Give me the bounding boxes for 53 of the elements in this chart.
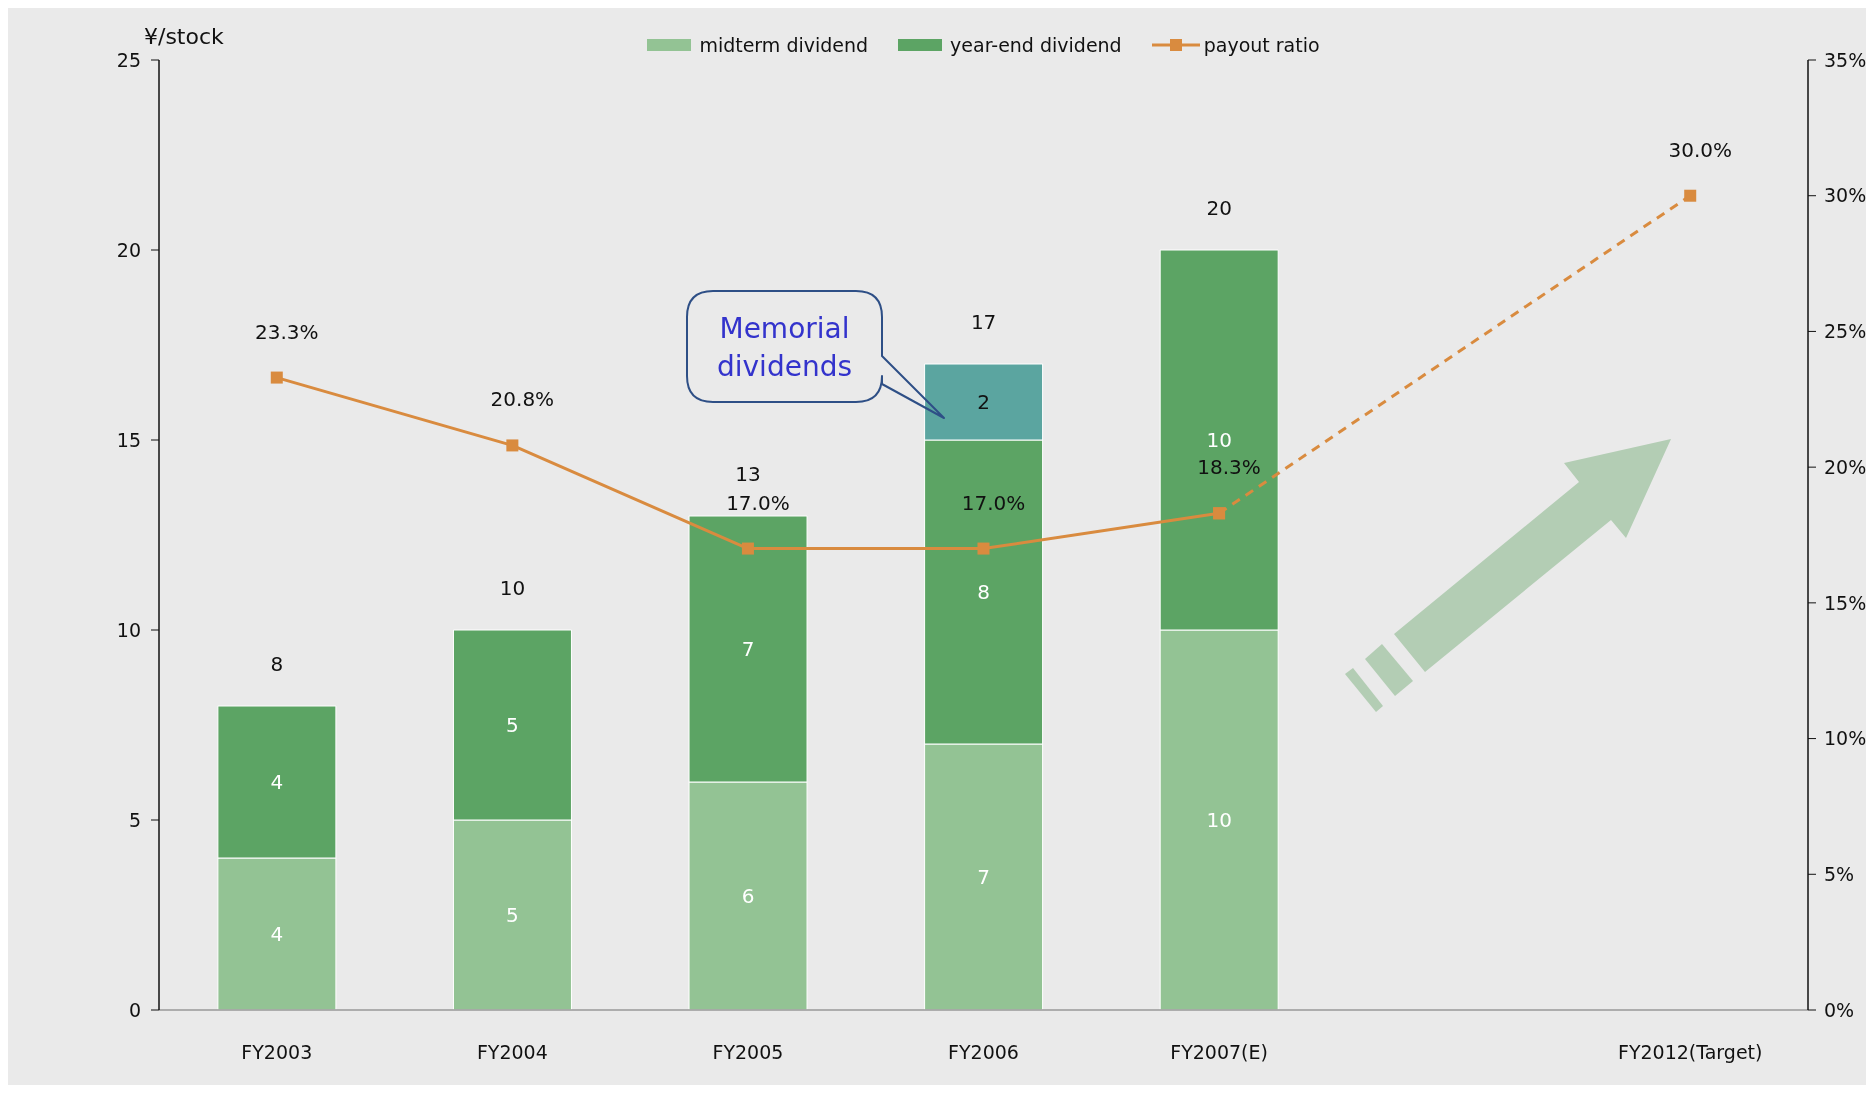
total-label: 17 <box>970 310 997 334</box>
point <box>506 439 519 452</box>
point <box>1684 189 1697 202</box>
y-tick-label: 15 <box>116 428 141 451</box>
data-label: 2 <box>977 390 990 414</box>
y2-tick-label: 5% <box>1824 863 1855 886</box>
total-label: 13 <box>735 462 761 486</box>
total-label: 10 <box>499 576 526 600</box>
x-tick-label: FY2004 <box>476 1041 548 1064</box>
data-label: 5 <box>506 903 519 927</box>
data-label: 30.0% <box>1668 137 1732 162</box>
legend-label: year-end dividend <box>950 34 1122 56</box>
legend-label: midterm dividend <box>699 34 869 56</box>
data-label: 18.3% <box>1197 455 1261 480</box>
data-label: 17.0% <box>961 490 1026 515</box>
y-tick-label: 5 <box>128 808 141 831</box>
data-label: 7 <box>977 865 990 889</box>
y-axis-title: ¥/stock <box>144 24 224 49</box>
point <box>1213 507 1226 520</box>
x-tick-label: FY2012(Target) <box>1617 1041 1763 1064</box>
data-label: 17.0% <box>726 490 790 515</box>
y2-tick-label: 20% <box>1824 455 1867 478</box>
y2-tick-label: 35% <box>1824 48 1867 71</box>
point <box>270 371 283 384</box>
y2-tick-label: 15% <box>1824 591 1867 614</box>
legend-label: payout ratio <box>1203 34 1320 56</box>
data-label: 4 <box>270 922 284 946</box>
y2-tick-label: 30% <box>1824 184 1867 207</box>
data-label: 6 <box>741 884 755 908</box>
y2-tick-label: 25% <box>1824 320 1867 343</box>
point <box>741 542 754 555</box>
x-tick-label: FY2005 <box>712 1041 784 1064</box>
y-tick-label: 20 <box>116 238 141 261</box>
y2-tick-label: 0% <box>1824 998 1855 1021</box>
x-tick-label: FY2003 <box>241 1041 313 1064</box>
data-label: 20.8% <box>490 387 555 412</box>
x-tick-label: FY2007(E) <box>1170 1041 1268 1064</box>
total-label: 20 <box>1206 196 1232 220</box>
y2-tick-label: 10% <box>1824 727 1867 750</box>
data-label: 7 <box>741 637 755 661</box>
data-label: 4 <box>270 770 284 794</box>
x-tick-label: FY2006 <box>948 1041 1019 1064</box>
data-label: 8 <box>977 580 990 604</box>
annotation: Memorial dividends <box>716 311 853 383</box>
data-label: 5 <box>506 713 519 737</box>
data-label: 10 <box>1206 808 1232 832</box>
y-tick-label: 10 <box>116 618 141 641</box>
total-label: 8 <box>270 652 284 676</box>
y-tick-label: 0 <box>128 998 141 1021</box>
y-tick-label: 25 <box>116 48 141 71</box>
point <box>977 542 990 555</box>
data-label: 23.3% <box>255 319 319 344</box>
data-label: 10 <box>1206 428 1232 452</box>
